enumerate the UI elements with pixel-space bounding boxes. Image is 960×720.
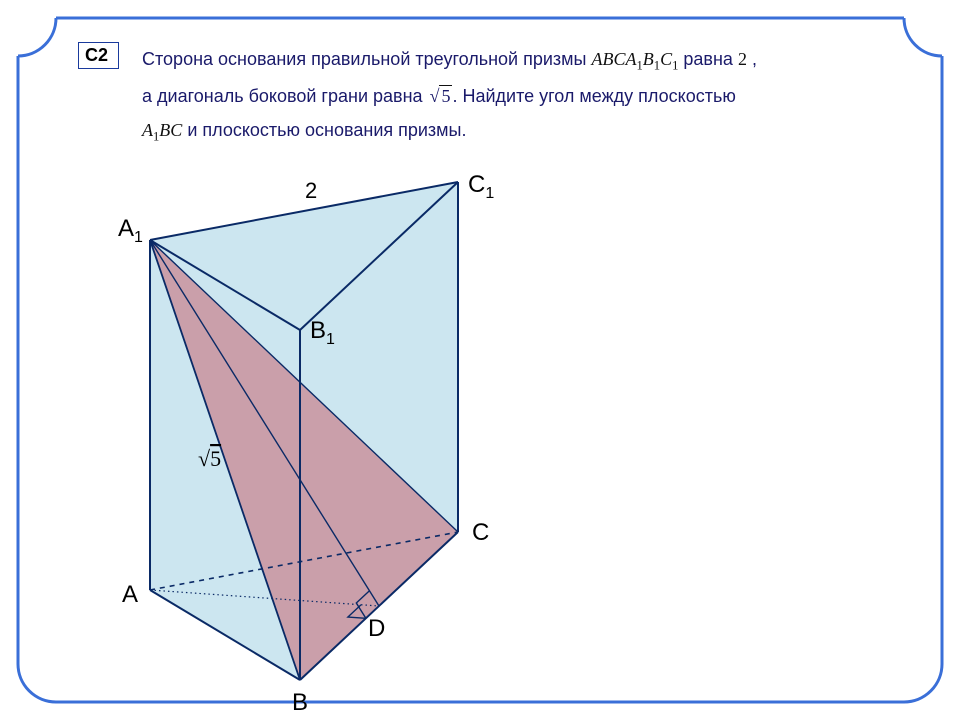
label-d: D: [368, 615, 385, 642]
edge-label-2: 2: [305, 178, 317, 203]
problem-label: С2: [78, 42, 119, 69]
prism-name: ABCA1B1C1: [592, 49, 679, 69]
plane-a: A: [142, 120, 153, 140]
prism-abca: ABCA: [592, 49, 637, 69]
side-value: 2: [738, 49, 747, 69]
label-a1: A1: [118, 215, 143, 246]
prism-diagram: ABCA1B1C1D2√5: [60, 170, 620, 700]
edge-label-sqrt5: √5: [198, 446, 221, 471]
problem-label-text: С2: [85, 45, 108, 65]
label-a: A: [122, 581, 138, 608]
diagram-svg: ABCA1B1C1D2√5: [60, 170, 620, 720]
prism-c: C: [660, 49, 672, 69]
label-c1: C1: [468, 171, 494, 202]
plane-bc: BC: [159, 120, 182, 140]
prism-b: B: [643, 49, 654, 69]
text-1c: ,: [747, 49, 757, 69]
label-b: B: [292, 689, 308, 716]
page-root: С2 Сторона основания правильной треуголь…: [0, 0, 960, 720]
text-2b: . Найдите угол между плоскостью: [452, 86, 735, 106]
text-3b: и плоскостью основания призмы.: [182, 120, 466, 140]
sqrt-diag-radicand: 5: [439, 85, 452, 106]
label-c: C: [472, 519, 489, 546]
problem-text: Сторона основания правильной треугольной…: [142, 42, 900, 149]
text-2a: а диагональ боковой грани равна: [142, 86, 428, 106]
plane-name: A1BC: [142, 120, 182, 140]
sqrt-diag: √5: [428, 79, 453, 113]
text-1a: Сторона основания правильной треугольной…: [142, 49, 592, 69]
text-1b: равна: [678, 49, 738, 69]
